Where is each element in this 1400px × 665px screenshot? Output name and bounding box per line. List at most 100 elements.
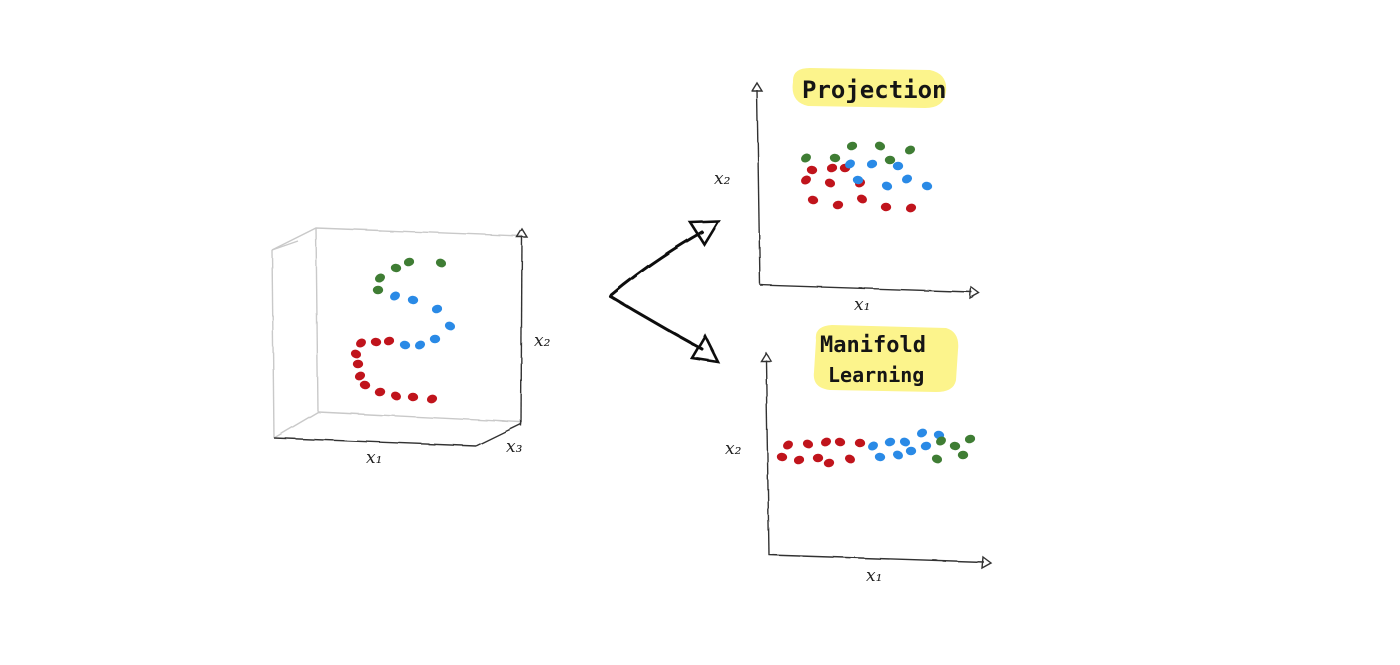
manifold-red-point	[783, 440, 793, 450]
manifold-blue-point	[874, 452, 886, 462]
projection-y-axis-line	[756, 89, 761, 286]
x2-axis-line-left	[520, 235, 523, 427]
manifold-green-point	[964, 434, 976, 444]
projection-green-point	[846, 141, 858, 151]
swiss-roll-green-point	[403, 257, 415, 267]
projection-green-point	[829, 153, 841, 163]
projection-red-point	[826, 163, 838, 173]
projection-title: Projection	[802, 76, 947, 104]
manifold-red-point	[854, 438, 866, 448]
projection-red-point	[856, 194, 868, 204]
manifold-red-point	[802, 439, 814, 449]
manifold-points	[776, 428, 976, 468]
manifold-red-point	[834, 437, 846, 447]
swiss-roll-red-point	[407, 392, 419, 402]
manifold-title-line2: Learning	[828, 363, 924, 387]
box-depth-bottom-edge	[273, 411, 319, 439]
projection-blue-point	[892, 161, 904, 171]
manifold-red-point	[793, 455, 805, 465]
projection-red-point	[880, 202, 892, 212]
projection-red-point	[801, 175, 811, 185]
swiss-roll-red-point	[390, 391, 402, 401]
manifold-blue-point	[916, 428, 928, 438]
projection-x2-label: x₂	[714, 169, 731, 189]
projection-green-point	[874, 141, 886, 151]
branch-arrows	[608, 219, 721, 364]
swiss-roll-red-point	[383, 336, 395, 346]
projection-blue-point	[852, 175, 864, 185]
manifold-y-arrowhead	[759, 351, 773, 362]
x2-arrowhead-left	[515, 227, 529, 238]
box-inner-bottom-edge	[317, 411, 521, 423]
box-back-top-short	[271, 240, 299, 251]
projection-title-highlight	[792, 68, 947, 108]
swiss-roll-blue-point	[414, 340, 426, 350]
arrow-to-manifold-head	[689, 333, 721, 364]
manifold-axes	[759, 351, 993, 570]
swiss-roll-blue-point	[407, 295, 419, 305]
manifold-green-point	[931, 454, 943, 464]
swiss-roll-red-point	[354, 371, 366, 381]
box-back-left-edge	[271, 249, 275, 439]
projection-blue-point	[921, 181, 933, 191]
manifold-green-point	[957, 450, 969, 460]
manifold-green-point	[936, 436, 946, 446]
swiss-roll-green-point	[390, 263, 402, 273]
swiss-roll-red-point	[370, 337, 382, 347]
manifold-blue-point	[905, 446, 917, 456]
swiss-roll-blue-point	[444, 321, 456, 331]
swiss-roll-blue-point	[390, 291, 400, 301]
3d-box-axes	[273, 227, 529, 447]
swiss-roll-red-point	[356, 338, 366, 348]
swiss-roll-red-point	[374, 387, 386, 397]
projection-blue-point	[866, 159, 878, 169]
projection-blue-point	[881, 181, 893, 191]
swiss-roll-blue-point	[399, 340, 411, 350]
projection-y-arrowhead	[750, 81, 764, 92]
swiss-roll-red-point	[359, 380, 371, 390]
swiss-roll-red-point	[352, 359, 364, 369]
3d-box	[271, 227, 523, 439]
projection-axes	[750, 81, 981, 300]
manifold-red-point	[823, 458, 835, 468]
manifold-red-point	[820, 437, 832, 447]
projection-green-point	[904, 145, 916, 155]
projection-green-point	[884, 155, 896, 165]
manifold-x2-label: x₂	[725, 439, 742, 459]
projection-red-point	[905, 203, 917, 213]
projection-x-axis-line	[759, 284, 973, 293]
swiss-roll-green-point	[375, 273, 385, 283]
manifold-title-line1: Manifold	[820, 333, 926, 358]
projection-points	[801, 141, 933, 213]
projection-red-point	[807, 195, 819, 205]
swiss-roll-blue-point	[431, 304, 443, 314]
x1-axis-line-left	[273, 437, 477, 447]
swiss-roll-red-point	[350, 349, 362, 359]
manifold-red-point	[812, 453, 824, 463]
manifold-blue-point	[868, 441, 878, 451]
manifold-x-axis-line	[768, 554, 985, 563]
manifold-blue-point	[892, 450, 904, 460]
left-x3-label: x₃	[506, 437, 523, 457]
left-x2-label: x₂	[534, 331, 551, 351]
manifold-blue-point	[899, 437, 911, 447]
arrow-to-projection-head	[687, 219, 721, 247]
projection-x1-label: x₁	[854, 295, 870, 315]
swiss-roll-blue-point	[429, 334, 441, 344]
swiss-roll-green-point	[435, 258, 447, 268]
projection-red-point	[832, 200, 844, 210]
x3-axis-line-left	[475, 423, 522, 447]
projection-red-point	[806, 165, 818, 175]
manifold-title-highlight	[813, 325, 959, 392]
manifold-green-point	[949, 441, 961, 451]
manifold-red-point	[776, 452, 788, 462]
manifold-red-point	[844, 454, 856, 464]
projection-green-point	[801, 153, 811, 163]
manifold-x1-label: x₁	[866, 566, 882, 586]
arrow-to-manifold-shaft	[608, 294, 704, 351]
swiss-roll-red-point	[426, 394, 438, 404]
projection-blue-point	[901, 174, 913, 184]
projection-blue-point	[845, 159, 855, 169]
box-back-top-edge	[271, 227, 523, 251]
projection-x-arrowhead	[969, 285, 981, 300]
